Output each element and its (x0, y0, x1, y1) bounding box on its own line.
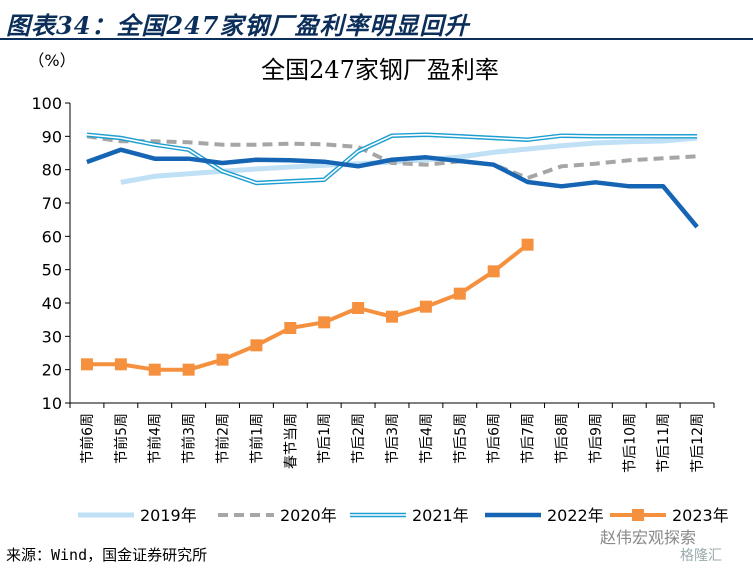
y-tick-label: 10 (42, 394, 62, 413)
y-axis-label: （%） (28, 51, 75, 70)
watermark-logo-text: 格隆汇 (680, 548, 722, 564)
x-tick-label: 节前5周 (113, 413, 130, 464)
series-point-2023 (80, 358, 93, 371)
legend-label: 2023年 (672, 506, 729, 525)
y-tick-label: 70 (42, 194, 62, 213)
legend-label: 2019年 (140, 506, 197, 525)
series-line-2022 (86, 147, 699, 229)
series-point-2023 (114, 358, 127, 371)
x-tick-label: 节后2周 (351, 413, 367, 464)
y-tick-label: 90 (42, 127, 62, 146)
y-tick-label: 100 (31, 94, 62, 113)
figure-title: 图表34：全国247家钢厂盈利率明显回升 (6, 11, 470, 40)
series-point-2023 (318, 316, 331, 329)
source-note: 来源：Wind，国金证券研究所 (6, 546, 208, 564)
watermark: 赵伟宏观探索 (600, 528, 697, 547)
x-tick-label: 节后11周 (656, 413, 672, 473)
x-tick-label: 节前6周 (79, 413, 96, 464)
series-point-2023 (250, 339, 263, 352)
series-point-2023 (521, 238, 534, 251)
y-tick-label: 20 (42, 361, 62, 380)
series-line-2019 (120, 135, 698, 185)
chart-title: 全国247家钢厂盈利率 (261, 56, 499, 84)
x-tick-label: 节后7周 (521, 413, 537, 464)
legend-label: 2020年 (280, 506, 337, 525)
y-tick-label: 60 (42, 227, 62, 246)
x-tick-label: 节后9周 (588, 413, 604, 464)
x-tick-label: 春节当周 (283, 413, 299, 469)
x-tick-label: 节后4周 (419, 413, 435, 464)
series-point-2023 (453, 287, 466, 300)
x-tick-label: 节后10周 (622, 413, 638, 473)
figure-header: 图表34：全国247家钢厂盈利率明显回升 (0, 0, 753, 40)
x-tick-label: 节后3周 (385, 413, 401, 464)
x-tick-label: 节后1周 (317, 413, 333, 464)
legend-label: 2022年 (547, 506, 604, 525)
x-tick-label: 节前1周 (248, 413, 265, 464)
series-line-2020 (86, 134, 698, 181)
x-tick-label: 节后5周 (453, 413, 469, 464)
series-line-2023 (86, 243, 529, 372)
legend-marker-2023 (632, 509, 644, 521)
header-rule (0, 38, 753, 40)
x-tick-label: 节后12周 (690, 413, 706, 473)
series-line-2021-inner (86, 133, 698, 184)
y-tick-label: 30 (42, 327, 62, 346)
y-tick-label: 80 (42, 161, 62, 180)
x-tick-label: 节后8周 (554, 413, 570, 464)
series-layer (80, 132, 699, 376)
series-point-2023 (284, 322, 297, 334)
legend: 2019年 2020年 2021年 2022年 2023年 (78, 506, 729, 525)
x-tick-label: 节后6周 (487, 413, 503, 464)
series-point-2023 (182, 363, 195, 376)
legend-label: 2021年 (412, 506, 469, 525)
series-point-2023 (419, 300, 432, 313)
x-tick-label: 节前4周 (147, 413, 164, 464)
y-tick-label: 40 (42, 294, 62, 313)
series-point-2023 (386, 310, 398, 323)
series-point-2023 (216, 353, 229, 366)
series-point-2023 (352, 302, 365, 314)
x-tick-label: 节前2周 (215, 413, 232, 464)
x-tick-label: 节前3周 (181, 413, 198, 464)
y-tick-label: 50 (42, 261, 62, 280)
axis-layer: 10 20 30 40 50 60 70 80 90 100 节前6周 节前5周 节前4周 节前3周 节前2… (31, 94, 715, 473)
series-point-2023 (148, 363, 161, 376)
series-point-2023 (487, 265, 500, 278)
line-chart: 全国247家钢厂盈利率 （%） 10 20 30 40 50 60 70 80 90 100 节前6… (28, 51, 729, 525)
